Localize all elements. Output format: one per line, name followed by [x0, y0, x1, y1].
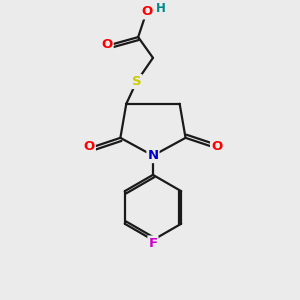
Text: F: F [148, 236, 158, 250]
Text: S: S [132, 75, 142, 88]
Text: O: O [141, 5, 153, 18]
Text: O: O [211, 140, 222, 153]
Text: O: O [101, 38, 113, 51]
Text: N: N [147, 149, 158, 162]
Text: O: O [84, 140, 95, 153]
Text: H: H [156, 2, 166, 15]
